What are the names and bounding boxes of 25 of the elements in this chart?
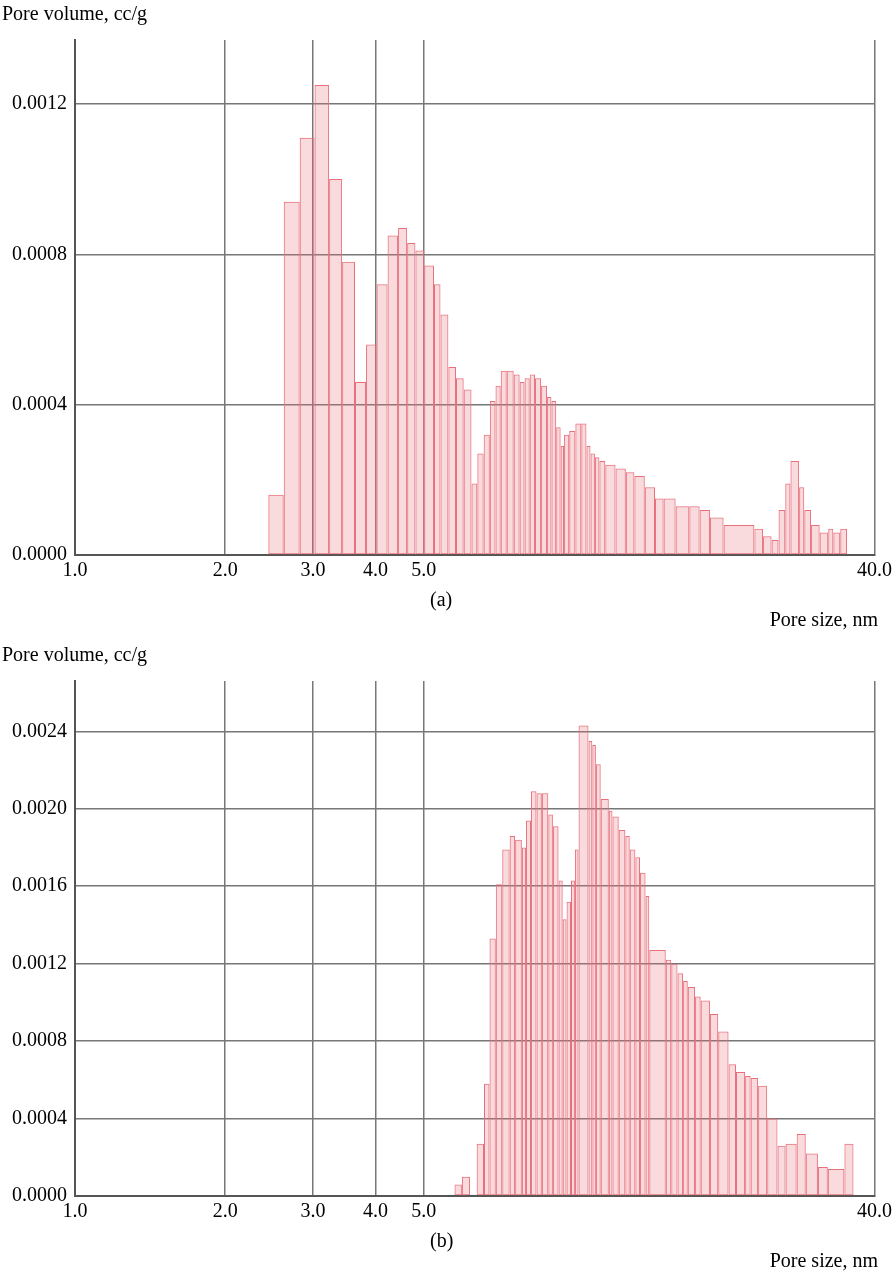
x-tick-label: 5.0	[411, 558, 437, 581]
x-tick-label: 40.0	[857, 558, 892, 581]
x-tick-label: 4.0	[362, 558, 388, 581]
text: (b)	[430, 1229, 454, 1252]
y-tick-label: 0.0008	[12, 241, 67, 264]
x-tick-label: 2.0	[212, 558, 238, 581]
y-axis-title: Pore volume, cc/g	[2, 643, 147, 666]
y-tick-label: 0.0016	[12, 873, 67, 896]
y-tick-label: 0.0012	[12, 950, 67, 973]
x-tick-label: 40.0	[857, 1199, 892, 1222]
x-tick-label: 4.0	[362, 1199, 388, 1222]
x-axis-title: Pore size, nm	[769, 608, 878, 631]
x-tick-label: 3.0	[300, 558, 326, 581]
y-tick-label: 0.0012	[12, 91, 67, 114]
text: (a)	[430, 588, 453, 611]
y-tick-label: 0.0008	[12, 1028, 67, 1051]
x-tick-label: 3.0	[300, 1199, 326, 1222]
y-tick-label: 0.0020	[12, 796, 67, 819]
y-axis-title: Pore volume, cc/g	[2, 2, 147, 25]
x-tick-label: 2.0	[212, 1199, 238, 1222]
x-tick-label: 5.0	[411, 1199, 437, 1222]
y-tick-label: 0.0004	[12, 391, 67, 414]
y-tick-label: 0.0004	[12, 1105, 67, 1128]
y-tick-label: 0.0024	[12, 718, 67, 741]
x-axis-title: Pore size, nm	[769, 1249, 878, 1272]
